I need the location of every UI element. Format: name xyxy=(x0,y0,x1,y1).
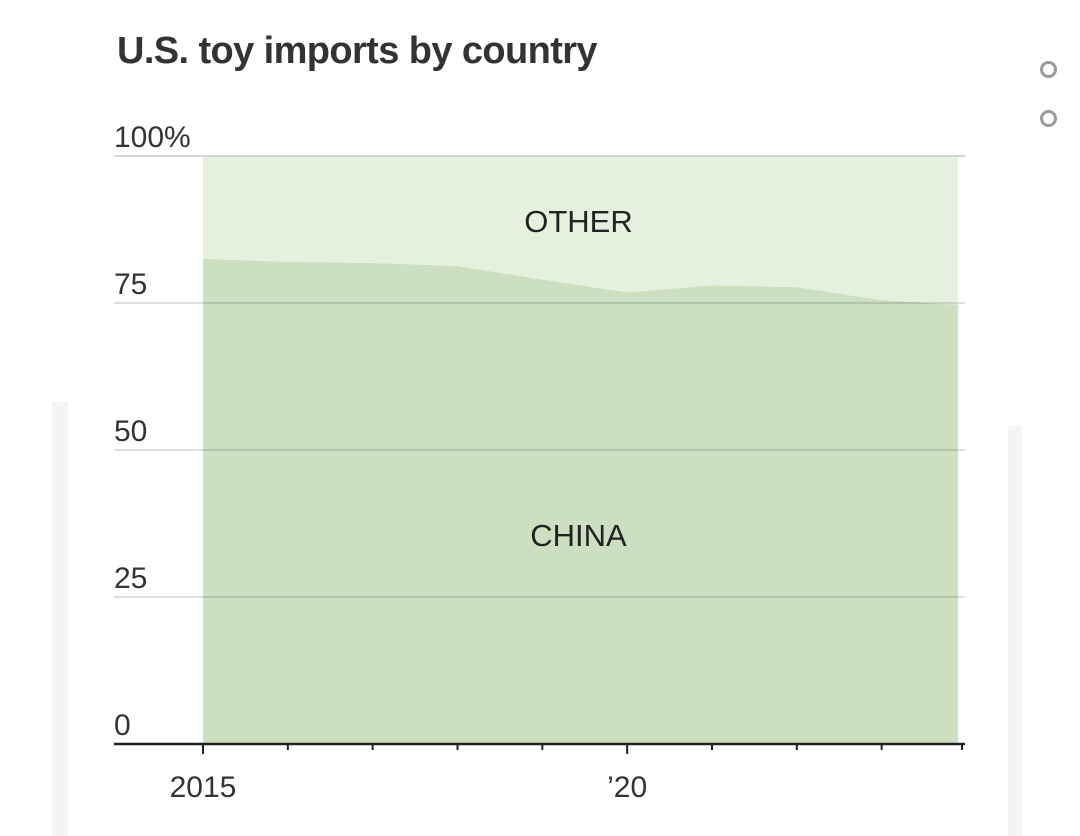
y-tick-label: 50 xyxy=(114,415,147,448)
series-label-other: OTHER xyxy=(524,204,633,239)
area-layer xyxy=(203,156,958,744)
left-panel-edge xyxy=(52,402,68,836)
y-axis-labels: 0 25 50 75 100% xyxy=(114,121,191,742)
chart-title: U.S. toy imports by country xyxy=(117,30,598,72)
right-panel-edge xyxy=(1008,426,1022,836)
x-axis: 2015 ’20 xyxy=(114,742,965,804)
y-tick-label: 100% xyxy=(114,121,191,154)
carousel-dot-1[interactable] xyxy=(1040,61,1057,78)
series-labels: CHINA OTHER xyxy=(524,204,633,553)
series-label-china: CHINA xyxy=(530,518,627,553)
gridlines xyxy=(114,155,965,598)
area-other xyxy=(203,156,958,305)
x-tick-label: 2015 xyxy=(170,771,237,804)
y-tick-label: 25 xyxy=(114,562,147,595)
area-china xyxy=(203,258,958,744)
carousel-dot-2[interactable] xyxy=(1040,110,1057,127)
y-tick-label: 0 xyxy=(114,709,131,742)
x-tick-label: ’20 xyxy=(607,771,647,804)
y-tick-label: 75 xyxy=(114,268,147,301)
